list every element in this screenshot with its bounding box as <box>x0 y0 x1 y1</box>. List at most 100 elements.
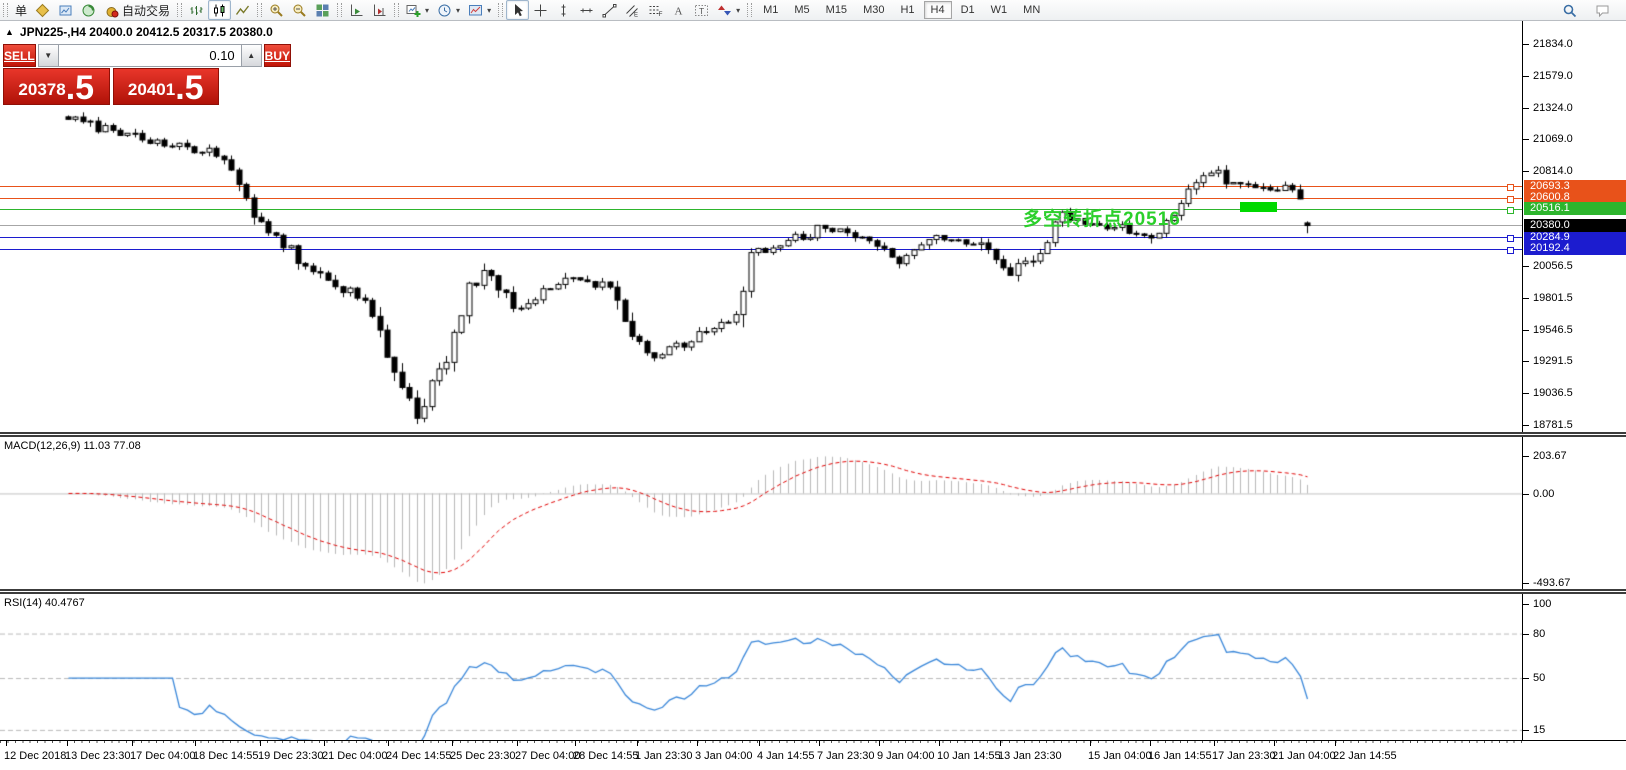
time-label: 21 Dec 04:00 <box>322 750 388 762</box>
panel-separator-macd[interactable] <box>0 432 1626 437</box>
scale-tick-label: 18781.5 <box>1533 418 1573 431</box>
dropdown-caret-icon: ▾ <box>487 5 492 15</box>
text-button[interactable]: A <box>667 0 690 20</box>
timeframe-button-h1[interactable]: H1 <box>900 4 915 16</box>
arrows-button[interactable]: ▾ <box>713 0 744 20</box>
main-toolbar: 单 自动交易 ▾ ▾ ▾ E F A T ▾ M1 M5 M15 M30 H1 H4 D1 W1 MN <box>0 0 1626 21</box>
macd-indicator-chart[interactable] <box>0 437 1522 590</box>
time-tick <box>939 741 940 746</box>
toolbar-grip <box>257 3 263 17</box>
indicator-window-button[interactable] <box>345 0 368 20</box>
equidistant-channel-button[interactable]: E <box>621 0 644 20</box>
scale-tick-label: 19546.5 <box>1533 323 1573 336</box>
market-watch-icon[interactable] <box>54 0 77 20</box>
time-tick <box>6 741 7 746</box>
time-label: 12 Dec 2018 <box>4 750 67 762</box>
candlestick-button[interactable] <box>208 0 232 20</box>
price-label-chip: 20284.9 <box>1524 230 1626 244</box>
scale-tick <box>1523 297 1529 299</box>
one-click-trading-panel: SELL ▼ ▲ BUY 20378.5 20401.5 <box>3 44 292 105</box>
collapse-arrow-icon[interactable]: ▲ <box>5 26 14 37</box>
dropdown-caret-icon: ▾ <box>736 5 741 15</box>
tile-windows-button[interactable] <box>311 0 334 20</box>
scale-tick-label: 0.00 <box>1533 487 1555 500</box>
price-scale[interactable]: 21834.0 21579.0 21324.0 21069.0 20814.0 20056… <box>1522 21 1626 769</box>
text-label-button[interactable]: T <box>690 0 713 20</box>
scale-tick <box>1523 393 1529 395</box>
templates-button[interactable]: ▾ <box>464 0 495 20</box>
autotrading-button[interactable]: 自动交易 <box>100 0 174 20</box>
mktwatch-glyph <box>58 3 73 18</box>
rsi-indicator-chart[interactable] <box>0 594 1522 740</box>
time-label: 13 Jan 23:30 <box>998 750 1062 762</box>
horizontal-line-button[interactable] <box>575 0 598 20</box>
profiles-button[interactable]: ▾ <box>433 0 464 20</box>
timeframe-button-h4[interactable]: H4 <box>923 1 952 19</box>
fibonacci-button[interactable]: F <box>644 0 667 20</box>
trendline-button[interactable] <box>598 0 621 20</box>
zoom-in-button[interactable] <box>265 0 288 20</box>
scale-tick <box>1523 139 1529 141</box>
time-tick <box>132 741 133 746</box>
candles-glyph <box>212 3 227 18</box>
timeframe-button-m30[interactable]: M30 <box>863 4 885 16</box>
time-tick <box>1274 741 1275 746</box>
new-chart-button[interactable]: ▾ <box>402 0 433 20</box>
bar-chart-button[interactable] <box>185 0 208 20</box>
linechart-glyph <box>235 3 250 18</box>
scale-tick <box>1523 265 1529 267</box>
new-order-button[interactable]: 单 <box>11 0 31 20</box>
timeframe-button-m1[interactable]: M1 <box>763 4 779 16</box>
dropdown-caret-icon: ▾ <box>456 5 461 15</box>
timeframe-button-mn[interactable]: MN <box>1023 4 1041 16</box>
search-icon[interactable] <box>1558 0 1581 20</box>
time-tick <box>1214 741 1215 746</box>
rsi-label: RSI(14) 40.4767 <box>4 597 85 609</box>
time-tick <box>575 741 576 746</box>
timeframe-button-w1[interactable]: W1 <box>990 4 1008 16</box>
price-label-chip: 20516.1 <box>1524 202 1626 215</box>
time-label: 9 Jan 04:00 <box>877 750 935 762</box>
annotation-text: 多空转折点20516 <box>1023 209 1181 230</box>
cursor-button[interactable] <box>506 0 530 20</box>
scale-tick <box>1523 633 1529 635</box>
zoom-out-button[interactable] <box>288 0 311 20</box>
timeframe-button-d1[interactable]: D1 <box>960 4 975 16</box>
zoomout-glyph <box>292 3 307 18</box>
scale-tick <box>1523 603 1529 605</box>
volume-input[interactable] <box>58 44 241 67</box>
navigator-icon[interactable] <box>77 0 100 20</box>
buy-price-display[interactable]: 20401.5 <box>112 68 219 105</box>
panel-separator-rsi[interactable] <box>0 589 1626 594</box>
highlight-rectangle[interactable] <box>1240 202 1277 212</box>
sell-price-display[interactable]: 20378.5 <box>3 68 110 105</box>
chat-icon[interactable] <box>1591 0 1614 20</box>
fibo-glyph: F <box>648 3 663 18</box>
line-chart-button[interactable] <box>231 0 254 20</box>
timeframe-button-m15[interactable]: M15 <box>825 4 848 16</box>
chart-title-text: JPN225-,H4 20400.0 20412.5 20317.5 20380… <box>19 25 273 39</box>
time-tick <box>1000 741 1001 746</box>
sell-button[interactable]: SELL <box>3 44 36 67</box>
new-order-button-label: 单 <box>15 3 28 18</box>
buy-button[interactable]: BUY <box>263 44 292 67</box>
volume-increase-button[interactable]: ▲ <box>240 44 262 67</box>
scale-tick <box>1523 44 1529 45</box>
cross-glyph <box>533 3 548 18</box>
scale-tick-label: 19801.5 <box>1533 291 1573 304</box>
macd-label: MACD(12,26,9) 11.03 77.08 <box>4 440 141 452</box>
time-tick <box>517 741 518 746</box>
crosshair-button[interactable] <box>529 0 552 20</box>
time-label: 13 Dec 23:30 <box>65 750 131 762</box>
period-separator-button[interactable] <box>368 0 391 20</box>
vertical-line-button[interactable] <box>552 0 575 20</box>
time-scale[interactable]: 12 Dec 2018 13 Dec 23:30 17 Dec 04:00 18 De… <box>0 740 1626 770</box>
timeframe-button-m5[interactable]: M5 <box>794 4 810 16</box>
time-label: 7 Jan 23:30 <box>817 750 875 762</box>
quotes-icon[interactable] <box>31 0 54 20</box>
candlestick-chart[interactable] <box>0 21 1522 433</box>
time-scale-minor-ticks <box>0 741 1522 743</box>
volume-decrease-button[interactable]: ▼ <box>37 44 59 67</box>
scale-tick-label: -493.67 <box>1533 577 1571 590</box>
time-tick <box>759 741 760 746</box>
